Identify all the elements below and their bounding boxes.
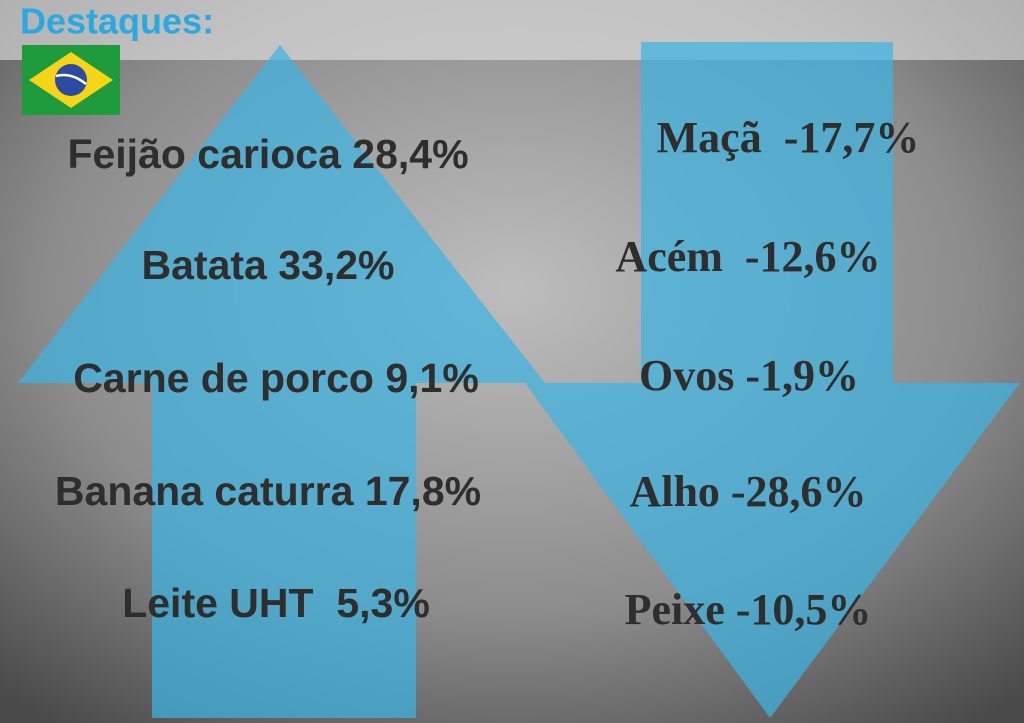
title: Destaques: bbox=[20, 1, 214, 42]
decrease-item: Acém -12,6% bbox=[615, 232, 880, 281]
decrease-item: Peixe -10,5% bbox=[625, 585, 872, 634]
down-arrow bbox=[525, 42, 1020, 718]
increase-item: Carne de porco 9,1% bbox=[73, 355, 479, 401]
decrease-item: Alho -28,6% bbox=[629, 467, 866, 516]
increase-item: Feijão carioca 28,4% bbox=[67, 131, 468, 177]
increase-item: Banana caturra 17,8% bbox=[55, 468, 481, 514]
up-arrow bbox=[18, 45, 545, 718]
decrease-item: Ovos -1,9% bbox=[639, 351, 859, 400]
increase-item: Batata 33,2% bbox=[142, 242, 395, 288]
decrease-item: Maçã -17,7% bbox=[657, 113, 920, 162]
brazil-flag bbox=[22, 45, 120, 115]
increase-item: Leite UHT 5,3% bbox=[122, 580, 430, 626]
